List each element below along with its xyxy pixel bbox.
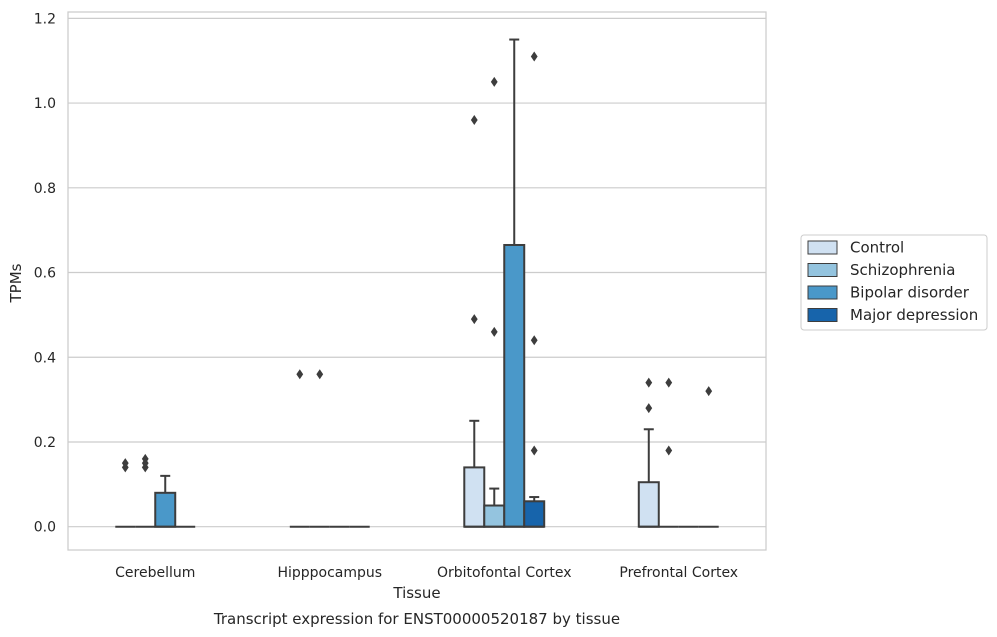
- x-tick-label: Cerebellum: [115, 565, 195, 581]
- x-tick-label: Prefrontal Cortex: [619, 565, 738, 581]
- outlier-point: [121, 458, 129, 469]
- legend-label: Control: [850, 239, 904, 257]
- y-tick-label: 1.0: [34, 96, 56, 112]
- y-tick-label: 0.6: [34, 266, 56, 282]
- outlier-point: [705, 386, 713, 397]
- legend-frame: [800, 234, 988, 331]
- outlier-point: [645, 377, 653, 388]
- outlier-point: [470, 115, 478, 126]
- outlier-point: [645, 403, 653, 414]
- y-axis-label: TPMs: [7, 263, 25, 303]
- y-tick-label: 0.0: [34, 520, 56, 536]
- legend-swatch: [807, 263, 838, 277]
- legend-swatch: [807, 240, 838, 255]
- x-tick-label: Hipppocampus: [277, 565, 382, 581]
- legend-label: Bipolar disorder: [850, 284, 970, 302]
- legend-swatch: [807, 285, 838, 300]
- outlier-point: [665, 445, 673, 456]
- chart-caption: Transcript expression for ENST0000052018…: [213, 610, 620, 628]
- box: [154, 491, 177, 528]
- plot-frame: [67, 11, 767, 551]
- y-tick-label: 1.2: [34, 11, 56, 27]
- y-tick-label: 0.2: [34, 435, 56, 451]
- outlier-point: [490, 76, 498, 87]
- outlier-point: [530, 335, 538, 346]
- y-axis-ticks: 0.0 0.2 0.4 0.6 0.8 1.0 1.2: [34, 11, 56, 535]
- box: [463, 466, 486, 528]
- box: [483, 504, 506, 528]
- y-tick-label: 0.4: [34, 350, 56, 366]
- legend-label: Schizophrenia: [850, 261, 955, 279]
- y-tick-label: 0.8: [34, 181, 56, 197]
- legend: Control Schizophrenia Bipolar disorder Majo…: [800, 234, 988, 331]
- outlier-point: [490, 326, 498, 337]
- box: [637, 481, 660, 528]
- grid-lines: [68, 17, 766, 528]
- outlier-point: [470, 314, 478, 325]
- x-axis-label: Tissue: [392, 584, 440, 602]
- outlier-point: [530, 51, 538, 62]
- box: [523, 500, 546, 528]
- outlier-point: [316, 369, 324, 380]
- x-tick-label: Orbitofontal Cortex: [437, 565, 572, 581]
- outlier-point: [530, 445, 538, 456]
- legend-label: Major depression: [850, 306, 978, 324]
- outlier-point: [296, 369, 304, 380]
- outlier-point: [665, 377, 673, 388]
- outlier-point: [141, 453, 149, 464]
- boxes: [115, 38, 719, 528]
- outliers: [121, 51, 713, 473]
- box: [503, 243, 526, 528]
- legend-swatch: [807, 308, 838, 322]
- x-axis-ticks: Cerebellum Hipppocampus Orbitofontal Corte…: [115, 565, 738, 581]
